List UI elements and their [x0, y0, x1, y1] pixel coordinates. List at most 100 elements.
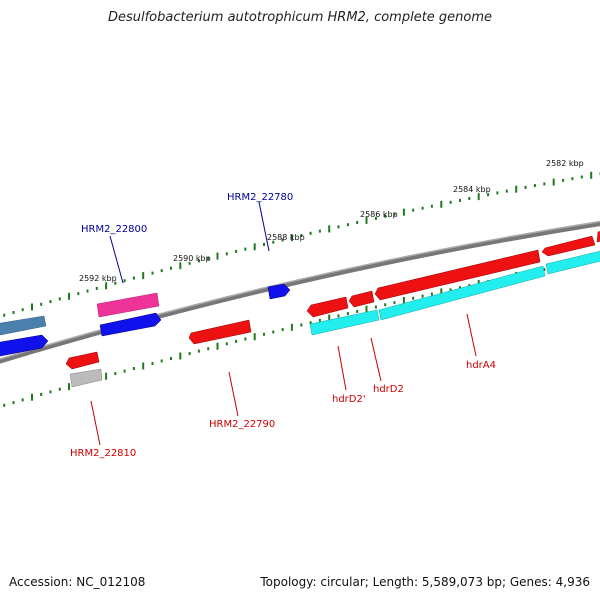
callout-hrm2-22780 [258, 201, 270, 252]
callout-hdra4 [466, 313, 477, 357]
ruler-tick-minor [235, 339, 238, 343]
accession-text: Accession: NC_012108 [9, 575, 146, 589]
ruler-tick-minor [151, 271, 154, 275]
ruler-tick-minor [95, 286, 98, 290]
ruler-tick-minor [374, 305, 377, 309]
ruler-tick-minor [468, 197, 471, 200]
ruler-tick-minor [300, 234, 303, 237]
ruler-tick-major [477, 193, 480, 201]
ruler-tick-minor [356, 221, 359, 224]
gene-hdra4-box[interactable] [374, 249, 541, 301]
ruler-tick-major [216, 342, 219, 350]
ruler-tick-minor [356, 309, 359, 313]
ruler-tick-minor [49, 390, 52, 394]
gene-grey[interactable] [69, 368, 103, 388]
map-title: Desulfobacterium autotrophicum HRM2, com… [107, 10, 493, 25]
ruler-tick-minor [3, 403, 6, 407]
ruler-tick-minor [430, 204, 433, 208]
callout-hdrd2-prime [337, 345, 347, 391]
ruler-tick-minor [132, 367, 135, 370]
ruler-tick-minor [421, 294, 424, 298]
gene-cyan-2[interactable] [378, 265, 546, 321]
ruler-tick-minor [281, 238, 284, 242]
gene-cyan-3[interactable] [545, 250, 600, 275]
ruler-tick-minor [160, 359, 163, 363]
ruler-tick-minor [430, 292, 433, 296]
ruler-tick-minor [412, 208, 415, 212]
ruler-tick-major [440, 200, 443, 208]
ruler-label-2590: 2590 kbp [173, 254, 211, 263]
ruler-tick-major [365, 216, 368, 224]
ruler-tick-minor [571, 177, 574, 181]
ruler-tick-major [328, 225, 331, 233]
label-hrm2-22790: HRM2_22790 [209, 419, 275, 430]
ruler-tick-minor [225, 342, 228, 346]
ruler-tick-major [290, 323, 293, 331]
ruler-tick-minor [86, 289, 89, 293]
callout-hrm2-22790 [228, 371, 239, 417]
ruler-tick-major [402, 208, 405, 216]
ruler-tick-minor [487, 193, 490, 197]
ruler-tick-major [105, 372, 108, 380]
ruler-tick-minor [346, 223, 349, 227]
ruler-tick-minor [272, 330, 275, 334]
gene-right-red[interactable] [541, 235, 596, 257]
ruler-tick-minor [123, 279, 126, 283]
ruler-tick-minor [132, 276, 135, 280]
ruler-tick-minor [562, 178, 565, 182]
ruler-tick-minor [3, 313, 6, 317]
gene-hdrd2-box[interactable] [348, 290, 375, 308]
ruler-ticks-upper [3, 171, 600, 317]
ruler-tick-minor [384, 214, 387, 218]
ruler-tick-minor [543, 268, 546, 271]
ruler-tick-minor [188, 352, 191, 356]
ruler-tick-minor [225, 252, 228, 256]
ruler-tick-minor [459, 286, 461, 290]
ruler-tick-minor [393, 212, 396, 216]
ruler-tick-minor [580, 175, 583, 179]
ruler-tick-minor [524, 185, 527, 189]
ruler-tick-major [365, 305, 368, 313]
ruler-tick-minor [114, 372, 117, 376]
ruler-tick-minor [235, 249, 238, 253]
ruler-tick-major [402, 296, 405, 304]
ruler-tick-major [253, 243, 256, 251]
ruler-tick-minor [337, 225, 340, 229]
ruler-tick-minor [543, 182, 546, 186]
callout-hrm2-22810 [90, 400, 101, 446]
gene-hrm2-22790-box[interactable] [188, 319, 252, 345]
label-hrm2-22800: HRM2_22800 [81, 224, 147, 235]
ruler-tick-major [253, 333, 256, 341]
ruler-tick-minor [170, 357, 172, 360]
ruler-tick-minor [244, 337, 247, 341]
gene-cyan-1[interactable] [309, 309, 380, 336]
genome-backbone [0, 221, 600, 364]
ruler-tick-minor [21, 398, 24, 402]
gene-steel-left[interactable] [0, 315, 47, 336]
ruler-tick-minor [393, 301, 396, 305]
gene-blue-mid[interactable] [99, 312, 162, 337]
ruler-tick-major [552, 178, 555, 186]
ruler-tick-minor [374, 216, 377, 220]
gene-hrm2-22800-box[interactable] [96, 292, 160, 318]
ruler-tick-minor [58, 297, 61, 301]
ruler-tick-minor [421, 206, 424, 210]
ruler-tick-major [179, 262, 182, 270]
ruler-tick-minor [207, 257, 210, 260]
gene-hrm2-22780-box[interactable] [267, 283, 291, 300]
ruler-tick-minor [114, 281, 117, 285]
gene-hrm2-22810-red[interactable] [65, 351, 100, 370]
ruler-tick-major [290, 234, 293, 242]
ruler-tick-major [105, 282, 108, 290]
gene-right-red-edge[interactable] [596, 230, 600, 243]
gene-hdrd2-prime-box[interactable] [306, 296, 349, 318]
ruler-tick-major [142, 272, 145, 280]
ruler-tick-minor [318, 318, 321, 322]
gene-blue-left[interactable] [0, 334, 49, 357]
ruler-tick-minor [188, 261, 191, 265]
ruler-tick-minor [207, 347, 210, 351]
label-hrm2-22810: HRM2_22810 [70, 448, 136, 459]
ruler-label-2586: 2586 kbp [360, 210, 398, 219]
ruler-tick-major [590, 171, 593, 179]
ruler-label-2582: 2582 kbp [546, 159, 584, 168]
